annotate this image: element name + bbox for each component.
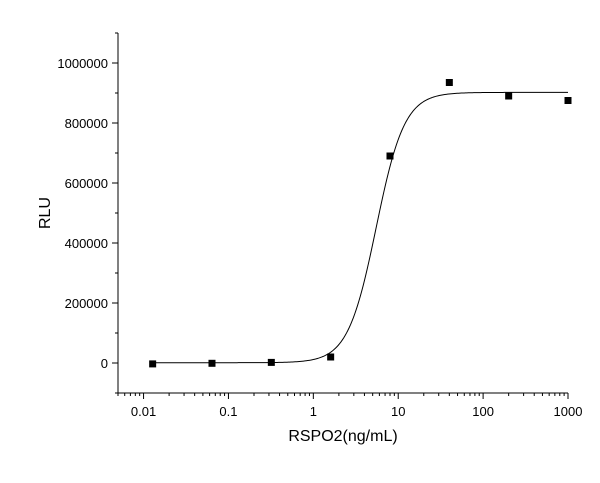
y-tick-label: 0: [101, 356, 108, 371]
data-point: [267, 358, 275, 366]
y-tick-label: 400000: [65, 236, 108, 251]
x-tick-label: 100: [472, 404, 494, 419]
fit-curve: [152, 91, 568, 364]
data-point: [445, 79, 453, 86]
y-tick-label: 200000: [65, 296, 108, 311]
y-tick-label: 800000: [65, 116, 108, 131]
x-tick-label: 0.01: [131, 404, 156, 419]
y-axis-ticks: 0 200000 400000 600000 800000 1000000: [57, 32, 118, 394]
data-point: [208, 359, 216, 367]
data-points: [149, 79, 572, 368]
x-axis-title: RSPO2(ng/mL): [288, 428, 397, 445]
data-point: [327, 353, 335, 361]
y-tick-label: 1000000: [57, 56, 108, 71]
y-tick-label: 600000: [65, 176, 108, 191]
x-tick-label: 1000: [554, 404, 583, 419]
x-tick-label: 0.1: [219, 404, 237, 419]
data-point: [564, 97, 572, 104]
x-tick-label: 1: [310, 404, 317, 419]
data-point: [386, 152, 394, 160]
x-axis-ticks: 0.01 0.1 1 10 100 1000: [117, 393, 583, 419]
data-point: [149, 360, 157, 368]
y-axis-title: RLU: [37, 197, 54, 229]
data-point: [505, 92, 513, 100]
x-tick-label: 10: [391, 404, 405, 419]
